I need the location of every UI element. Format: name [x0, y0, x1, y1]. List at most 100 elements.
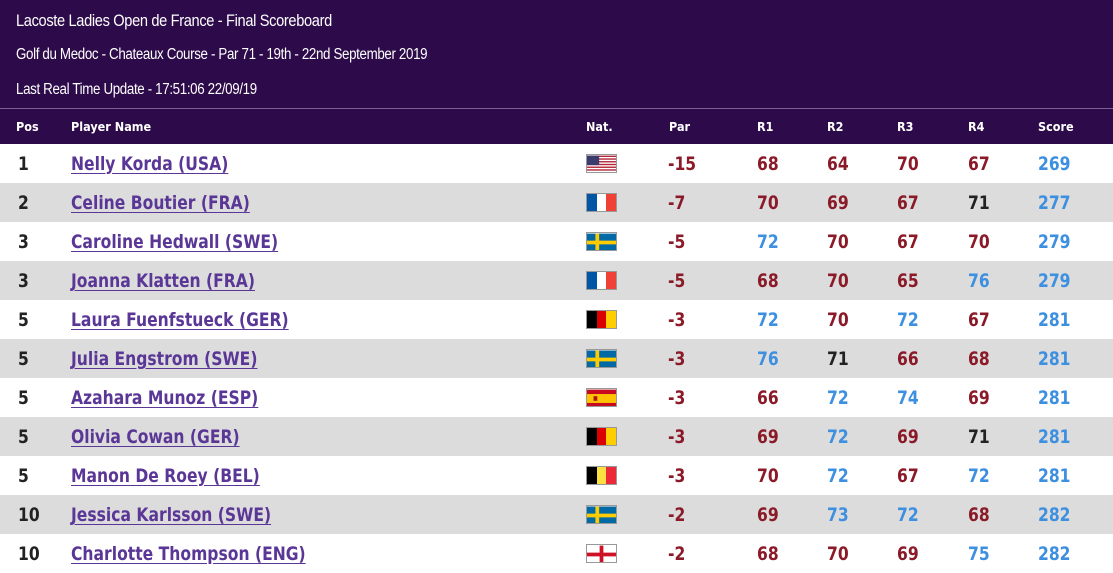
total-score-cell: 282	[1038, 504, 1071, 526]
total-score-cell: 281	[1038, 309, 1071, 331]
position-cell: 5	[18, 348, 29, 370]
position-cell: 10	[18, 504, 40, 526]
last-update-text: Last Real Time Update - 17:51:06 22/09/1…	[16, 81, 257, 98]
round-r3-score: 72	[897, 309, 919, 331]
position-cell: 3	[18, 231, 29, 253]
table-row: 10 Jessica Karlsson (SWE) -2 69 73 72 68 282	[0, 495, 1113, 534]
sweden-flag	[586, 505, 617, 524]
table-row: 5 Azahara Munoz (ESP) -3 66 72 74 69 281	[0, 378, 1113, 417]
to-par-cell: -3	[668, 348, 686, 370]
total-score-cell: 281	[1038, 465, 1071, 487]
round-r1-score: 68	[757, 153, 779, 175]
round-r1-score: 70	[757, 465, 779, 487]
player-name-link[interactable]: Olivia Cowan (GER)	[71, 426, 240, 448]
to-par-cell: -3	[668, 426, 686, 448]
player-name-link[interactable]: Joanna Klatten (FRA)	[71, 270, 255, 292]
france-flag	[586, 271, 617, 290]
germany-flag	[586, 427, 617, 446]
table-row: 1 Nelly Korda (USA) -15 68 64 70 67 269	[0, 144, 1113, 183]
position-cell: 5	[18, 309, 29, 331]
round-r2-score: 70	[827, 543, 849, 565]
round-r4-score: 67	[968, 153, 990, 175]
to-par-cell: -5	[668, 231, 686, 253]
round-r2-score: 70	[827, 309, 849, 331]
total-score-cell: 281	[1038, 426, 1071, 448]
player-name-link[interactable]: Caroline Hedwall (SWE)	[71, 231, 279, 253]
to-par-cell: -3	[668, 387, 686, 409]
player-name-link[interactable]: Manon De Roey (BEL)	[71, 465, 260, 487]
column-header-row: Pos Player Name Nat. Par R1 R2 R3 R4 Sco…	[0, 108, 1113, 144]
round-r4-score: 69	[968, 387, 990, 409]
sweden-flag	[586, 349, 617, 368]
player-name-link[interactable]: Charlotte Thompson (ENG)	[71, 543, 306, 565]
round-r1-score: 72	[757, 309, 779, 331]
column-header-par: Par	[669, 119, 691, 134]
round-r1-score: 76	[757, 348, 779, 370]
position-cell: 10	[18, 543, 40, 565]
event-subtitle: Golf du Medoc - Chateaux Course - Par 71…	[16, 46, 428, 63]
total-score-cell: 282	[1038, 543, 1071, 565]
round-r4-score: 76	[968, 270, 990, 292]
column-header-r3: R3	[897, 119, 914, 134]
round-r2-score: 72	[827, 387, 849, 409]
round-r1-score: 68	[757, 270, 779, 292]
to-par-cell: -2	[668, 543, 686, 565]
column-header-r1: R1	[757, 119, 774, 134]
player-name-link[interactable]: Nelly Korda (USA)	[71, 153, 229, 175]
player-name-link[interactable]: Jessica Karlsson (SWE)	[71, 504, 272, 526]
position-cell: 3	[18, 270, 29, 292]
round-r3-score: 66	[897, 348, 919, 370]
table-row: 10 Charlotte Thompson (ENG) -2 68 70 69 75 282	[0, 534, 1113, 573]
round-r1-score: 68	[757, 543, 779, 565]
total-score-cell: 277	[1038, 192, 1071, 214]
position-cell: 5	[18, 426, 29, 448]
round-r4-score: 72	[968, 465, 990, 487]
sweden-flag	[586, 232, 617, 251]
round-r4-score: 75	[968, 543, 990, 565]
belgium-flag	[586, 466, 617, 485]
table-row: 5 Manon De Roey (BEL) -3 70 72 67 72 281	[0, 456, 1113, 495]
column-header-player: Player Name	[71, 119, 152, 134]
germany-flag	[586, 310, 617, 329]
round-r1-score: 69	[757, 426, 779, 448]
table-row: 3 Caroline Hedwall (SWE) -5 72 70 67 70 279	[0, 222, 1113, 261]
player-name-link[interactable]: Julia Engstrom (SWE)	[71, 348, 258, 370]
column-header-nat: Nat.	[586, 119, 613, 134]
round-r3-score: 67	[897, 465, 919, 487]
scoreboard-header: Lacoste Ladies Open de France - Final Sc…	[0, 0, 1113, 144]
total-score-cell: 281	[1038, 387, 1071, 409]
round-r4-score: 68	[968, 348, 990, 370]
player-name-link[interactable]: Celine Boutier (FRA)	[71, 192, 250, 214]
column-header-pos: Pos	[16, 119, 39, 134]
table-row: 3 Joanna Klatten (FRA) -5 68 70 65 76 279	[0, 261, 1113, 300]
round-r1-score: 66	[757, 387, 779, 409]
england-flag	[586, 544, 617, 563]
round-r2-score: 73	[827, 504, 849, 526]
round-r4-score: 71	[968, 192, 990, 214]
total-score-cell: 269	[1038, 153, 1071, 175]
round-r4-score: 70	[968, 231, 990, 253]
to-par-cell: -15	[668, 153, 697, 175]
round-r2-score: 71	[827, 348, 849, 370]
round-r3-score: 69	[897, 426, 919, 448]
position-cell: 1	[18, 153, 29, 175]
player-name-link[interactable]: Laura Fuenfstueck (GER)	[71, 309, 289, 331]
table-row: 5 Julia Engstrom (SWE) -3 76 71 66 68 281	[0, 339, 1113, 378]
position-cell: 5	[18, 465, 29, 487]
round-r3-score: 65	[897, 270, 919, 292]
table-row: 2 Celine Boutier (FRA) -7 70 69 67 71 277	[0, 183, 1113, 222]
column-header-score: Score	[1038, 119, 1074, 134]
round-r3-score: 67	[897, 231, 919, 253]
leaderboard-table: 1 Nelly Korda (USA) -15 68 64 70 67 269 2 Celine …	[0, 144, 1113, 573]
page-title: Lacoste Ladies Open de France - Final Sc…	[16, 11, 332, 30]
table-row: 5 Laura Fuenfstueck (GER) -3 72 70 72 67 281	[0, 300, 1113, 339]
round-r4-score: 71	[968, 426, 990, 448]
column-header-r4: R4	[968, 119, 985, 134]
to-par-cell: -5	[668, 270, 686, 292]
player-name-link[interactable]: Azahara Munoz (ESP)	[71, 387, 259, 409]
total-score-cell: 281	[1038, 348, 1071, 370]
position-cell: 5	[18, 387, 29, 409]
round-r2-score: 64	[827, 153, 849, 175]
france-flag	[586, 193, 617, 212]
round-r2-score: 70	[827, 270, 849, 292]
